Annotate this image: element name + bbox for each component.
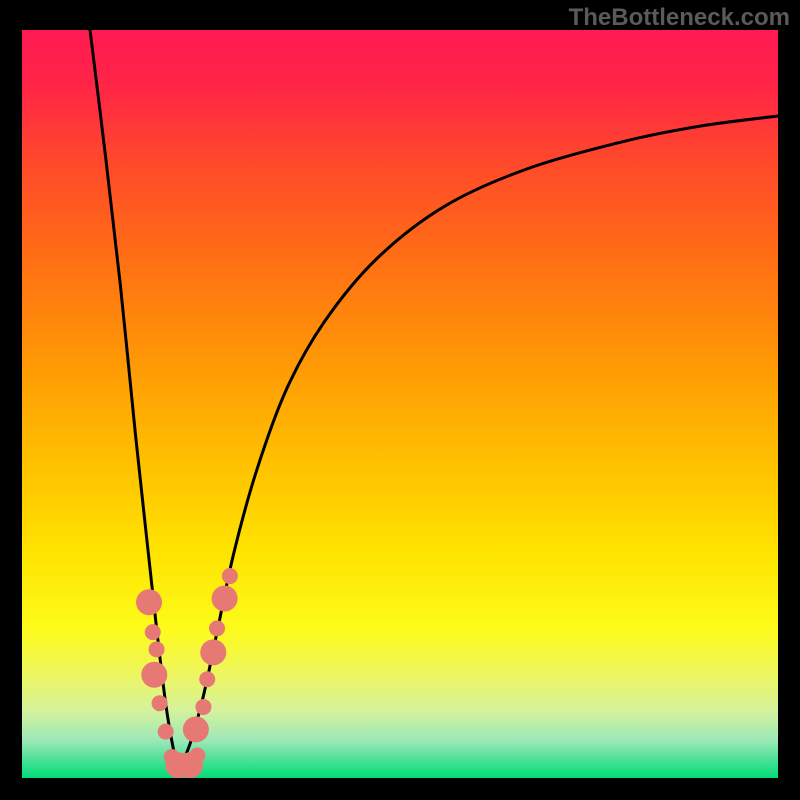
- curve-marker: [189, 748, 205, 764]
- curve-marker: [212, 585, 238, 611]
- plot-background: [22, 30, 778, 778]
- curve-marker: [136, 589, 162, 615]
- curve-marker: [200, 639, 226, 665]
- curve-marker: [183, 716, 209, 742]
- curve-marker: [222, 568, 238, 584]
- curve-marker: [158, 724, 174, 740]
- curve-marker: [141, 662, 167, 688]
- watermark-text: TheBottleneck.com: [569, 4, 790, 32]
- curve-marker: [145, 624, 161, 640]
- chart-svg: [0, 0, 800, 800]
- curve-marker: [152, 695, 168, 711]
- curve-marker: [199, 671, 215, 687]
- curve-marker: [195, 699, 211, 715]
- curve-marker: [209, 620, 225, 636]
- bottleneck-chart: TheBottleneck.com: [0, 0, 800, 800]
- curve-marker: [149, 641, 165, 657]
